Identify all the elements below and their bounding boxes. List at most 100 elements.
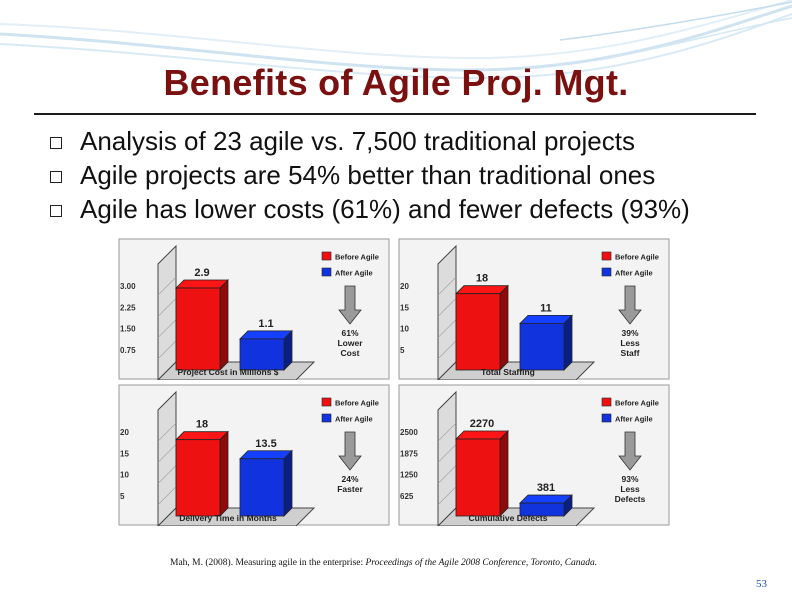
- bar-top-face: [175, 279, 229, 289]
- y-gridline: [437, 486, 457, 506]
- chart-side-wall: [437, 244, 457, 380]
- bullet-list: Analysis of 23 agile vs. 7,500 tradition…: [48, 124, 690, 226]
- checkbox-bullet-icon: [50, 205, 62, 217]
- y-gridline: [437, 298, 457, 317]
- y-tick-label: 0.75: [120, 346, 136, 355]
- bullet-text: Analysis of 23 agile vs. 7,500 tradition…: [80, 126, 635, 156]
- legend-label: After Agile: [335, 269, 373, 278]
- y-tick-label: 15: [120, 449, 129, 458]
- bar-top-face: [239, 330, 293, 340]
- legend-swatch: [321, 413, 332, 423]
- annotation-text: 24%: [341, 474, 358, 484]
- bullet-item: Analysis of 23 agile vs. 7,500 tradition…: [48, 124, 690, 158]
- slide-title: Benefits of Agile Proj. Mgt.: [163, 62, 629, 103]
- bar-after-agile: [519, 502, 565, 517]
- legend-swatch: [601, 397, 612, 407]
- y-tick-label: 2.25: [120, 303, 136, 312]
- chart-cumulative-defects: 625 1250 1875 2500 2270 381 Before Agile After …: [398, 384, 670, 526]
- bar-top-face: [519, 314, 573, 324]
- y-gridline: [157, 276, 177, 296]
- bar-after-agile: [239, 458, 285, 517]
- annotation-text: Less: [620, 484, 640, 494]
- bar-before-agile: [455, 293, 501, 371]
- legend-label: Before Agile: [615, 399, 659, 408]
- y-gridline: [437, 276, 457, 296]
- legend-swatch: [321, 251, 332, 261]
- y-tick-label: 10: [400, 325, 409, 334]
- legend-swatch: [601, 413, 612, 423]
- y-tick-label: 2500: [400, 428, 418, 437]
- chart-project-cost: 0.75 1.50 2.25 3.00 2.9 1.1 Before Agile After …: [118, 238, 390, 380]
- legend-swatch: [601, 267, 612, 277]
- bar-side-face: [563, 314, 573, 371]
- annotation-text: 61%: [341, 328, 358, 338]
- chart-side-wall: [437, 390, 457, 526]
- bullet-item: Agile has lower costs (61%) and fewer de…: [48, 192, 690, 226]
- y-gridline: [157, 340, 177, 360]
- y-tick-label: 15: [400, 303, 409, 312]
- bar-side-face: [219, 430, 229, 517]
- legend-swatch: [321, 267, 332, 277]
- y-gridline: [437, 340, 457, 360]
- annotation-text: 93%: [621, 474, 638, 484]
- legend-swatch: [321, 397, 332, 407]
- annotation-text: 39%: [621, 328, 638, 338]
- checkbox-bullet-icon: [50, 137, 62, 149]
- down-arrow-icon: [338, 431, 362, 471]
- y-tick-label: 1250: [400, 471, 418, 480]
- citation: Mah, M. (2008). Measuring agile in the e…: [170, 558, 597, 568]
- checkbox-bullet-icon: [50, 171, 62, 183]
- chart-axis-title: Total Staffing: [481, 367, 535, 377]
- bar-value-label: 18: [196, 419, 208, 431]
- y-gridline: [157, 444, 177, 463]
- y-tick-label: 1875: [400, 449, 418, 458]
- bullet-text: Agile projects are 54% better than tradi…: [80, 160, 656, 190]
- annotation-text: Less: [620, 338, 640, 348]
- legend-label: Before Agile: [615, 253, 659, 262]
- legend-label: After Agile: [615, 415, 653, 424]
- y-gridline: [437, 319, 457, 338]
- bar-after-agile: [239, 338, 285, 371]
- y-tick-label: 10: [120, 471, 129, 480]
- legend-label: After Agile: [335, 415, 373, 424]
- bar-value-label: 2270: [470, 418, 494, 430]
- y-tick-label: 1.50: [120, 325, 136, 334]
- bar-value-label: 13.5: [255, 438, 276, 450]
- annotation-text: Staff: [621, 348, 640, 358]
- chart-axis-title: Delivery Time in Months: [179, 513, 277, 523]
- bar-value-label: 18: [476, 273, 488, 285]
- bullet-text: Agile has lower costs (61%) and fewer de…: [80, 194, 690, 224]
- chart-total-staffing: 5 10 15 20 18 11 Before Agile After Agile 39%Les…: [398, 238, 670, 380]
- annotation-text: Defects: [615, 494, 646, 504]
- y-tick-label: 3.00: [120, 282, 136, 291]
- bar-top-face: [455, 285, 509, 295]
- chart-side-wall: [157, 244, 177, 380]
- y-gridline: [157, 422, 177, 442]
- bar-side-face: [283, 449, 293, 517]
- y-gridline: [157, 319, 177, 338]
- y-gridline: [437, 444, 457, 463]
- y-gridline: [157, 298, 177, 317]
- citation-proceedings: Proceedings of the Agile 2008 Conference…: [365, 558, 598, 568]
- annotation-text: Faster: [337, 484, 363, 494]
- bar-value-label: 1.1: [258, 318, 273, 330]
- citation-text: Mah, M. (2008). Measuring agile in the e…: [170, 558, 366, 568]
- bar-value-label: 381: [537, 482, 555, 494]
- bar-value-label: 11: [540, 302, 552, 314]
- bar-before-agile: [455, 438, 501, 517]
- bar-side-face: [219, 279, 229, 371]
- page-number: 53: [756, 578, 767, 590]
- legend-swatch: [601, 251, 612, 261]
- y-tick-label: 5: [400, 346, 405, 355]
- bar-top-face: [239, 450, 293, 460]
- y-gridline: [157, 486, 177, 506]
- y-gridline: [437, 465, 457, 484]
- y-tick-label: 625: [400, 492, 414, 501]
- bar-before-agile: [175, 439, 221, 517]
- bar-value-label: 2.9: [194, 267, 209, 279]
- title-divider: [34, 113, 756, 115]
- bar-before-agile: [175, 287, 221, 371]
- bar-side-face: [499, 284, 509, 371]
- down-arrow-icon: [618, 285, 642, 325]
